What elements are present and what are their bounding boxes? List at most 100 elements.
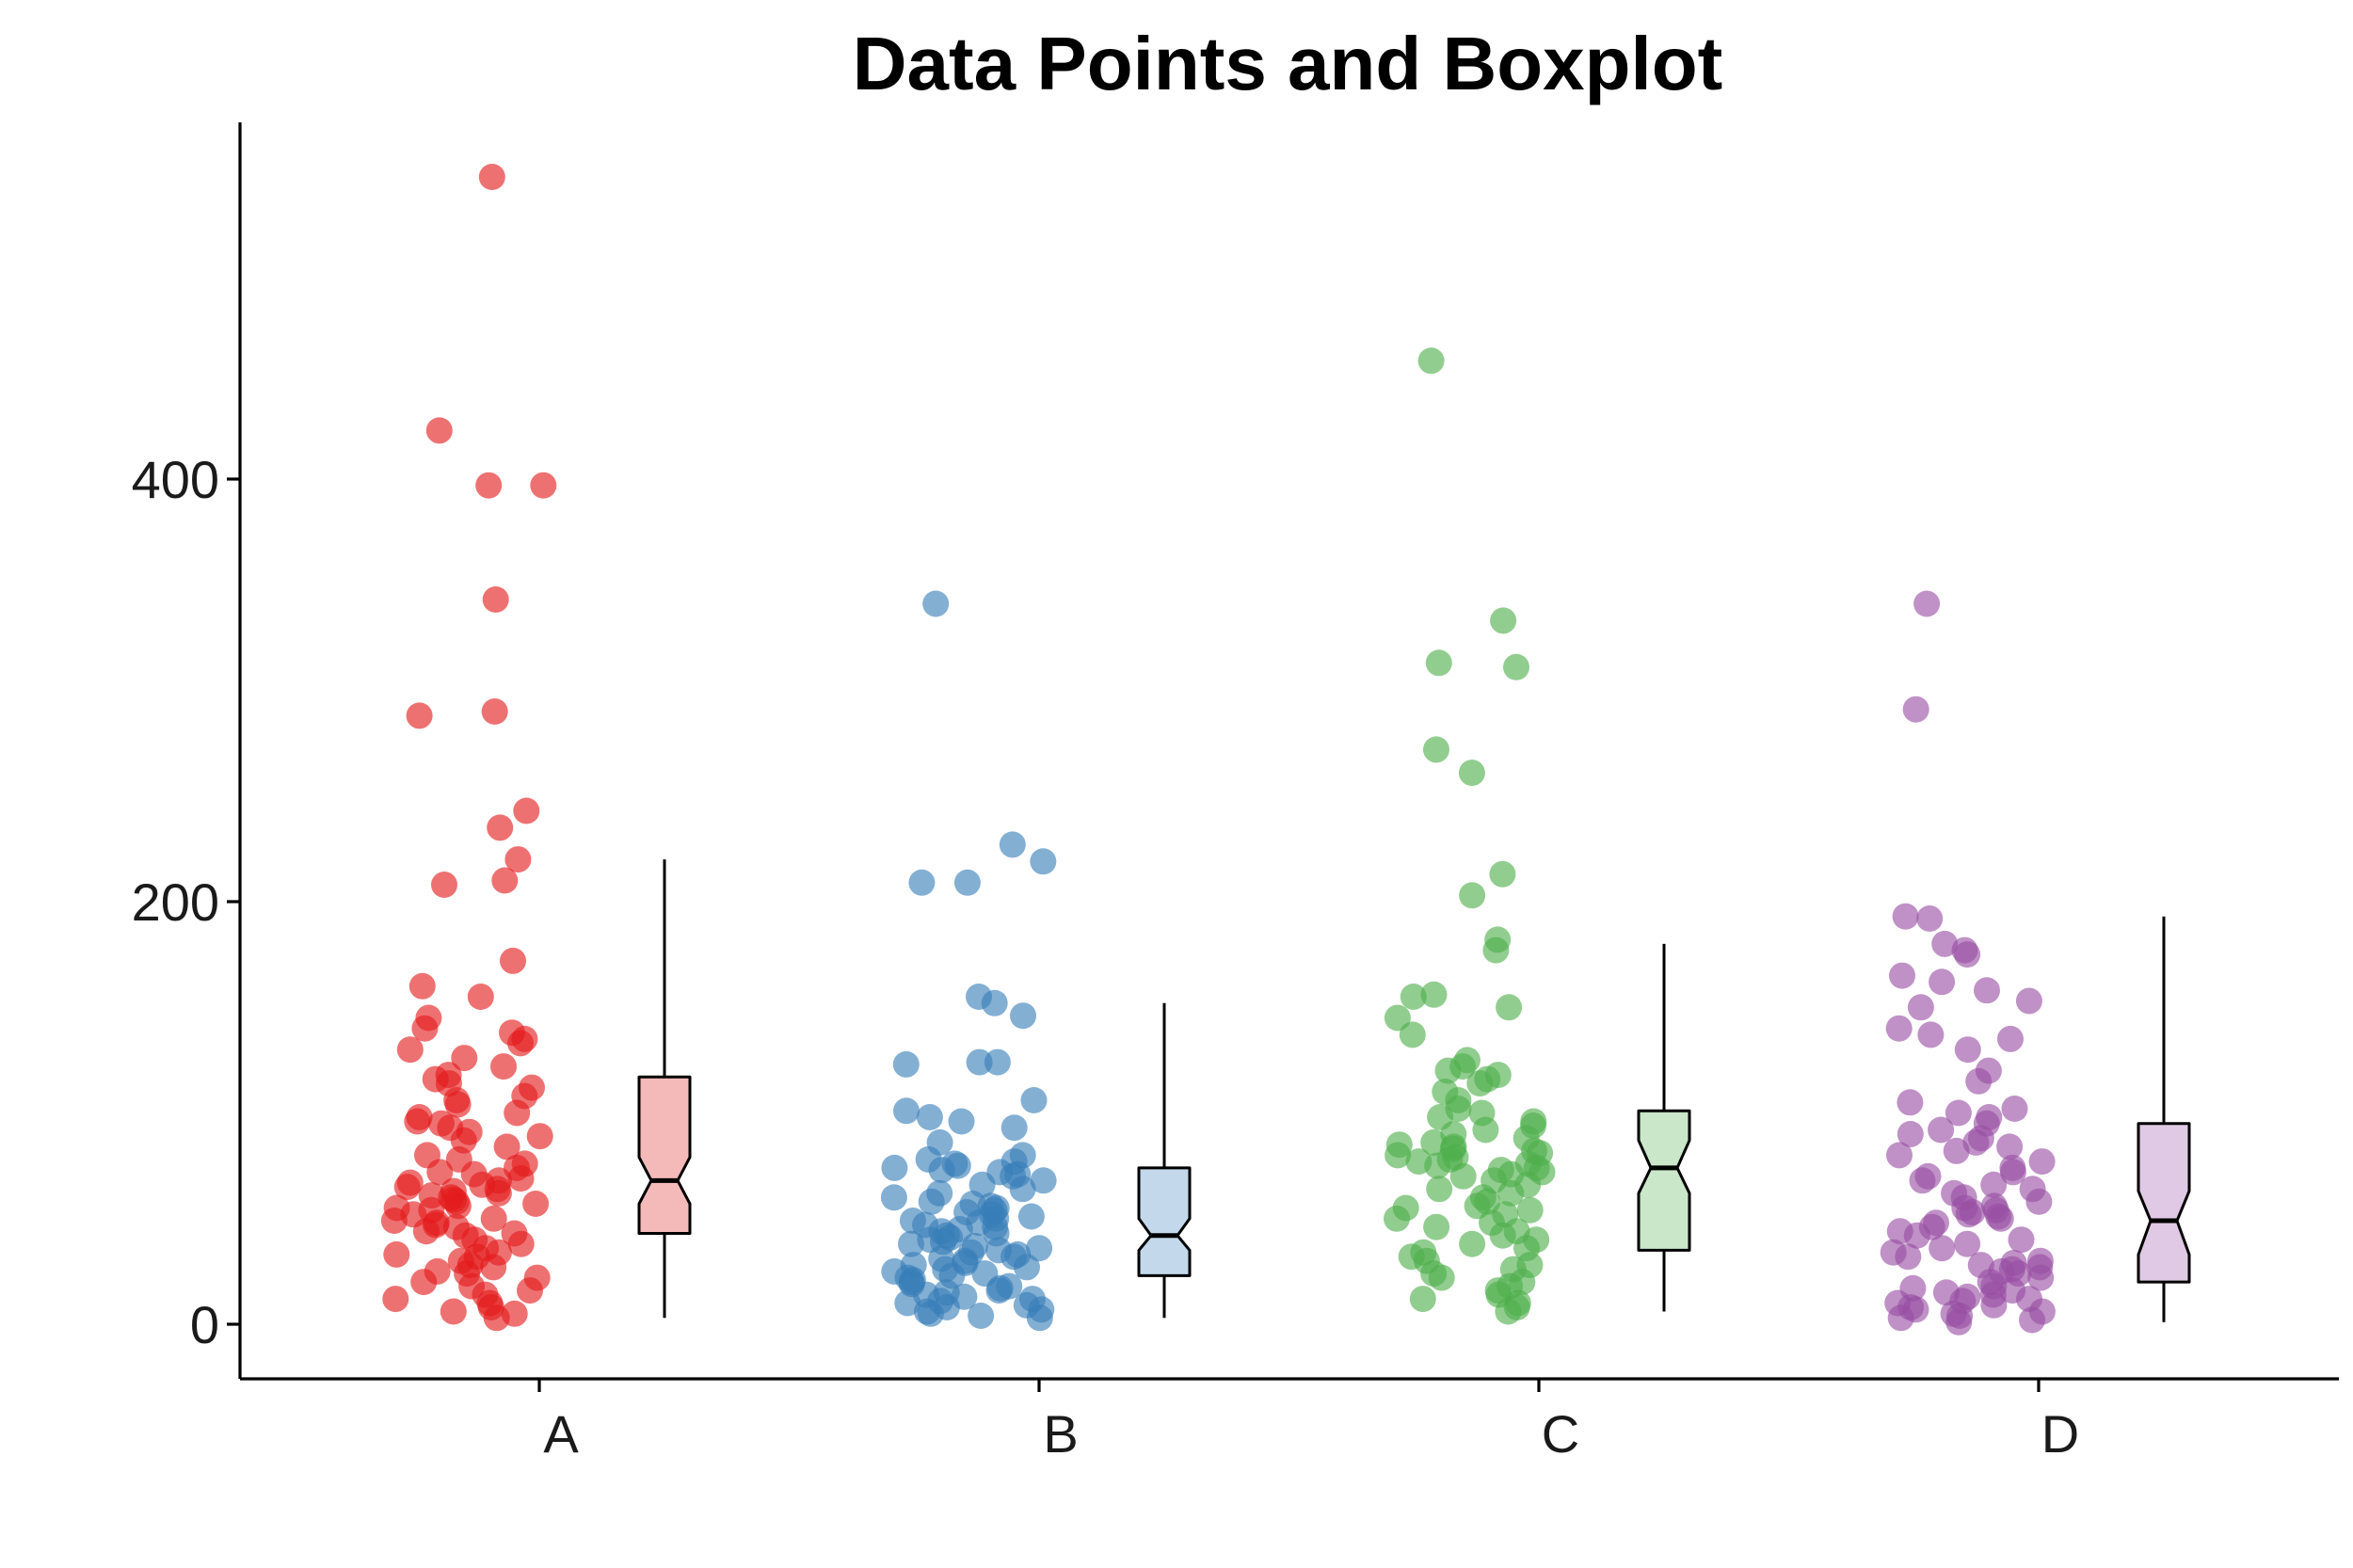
data-point: [1466, 1070, 1494, 1097]
data-point: [467, 984, 494, 1010]
data-point: [916, 1104, 943, 1130]
data-point: [1965, 1067, 1993, 1095]
data-point: [530, 472, 557, 499]
data-point: [1980, 1291, 2008, 1319]
data-point: [408, 972, 436, 1000]
data-point: [1496, 994, 1523, 1021]
data-point: [396, 1036, 424, 1064]
data-point: [1026, 1235, 1053, 1262]
axes: 0 200 400 A B C D: [132, 122, 2339, 1464]
data-point: [1428, 1264, 1455, 1291]
data-point: [1426, 1176, 1453, 1203]
data-point: [1955, 1201, 1982, 1228]
data-point: [1399, 1021, 1426, 1048]
data-point: [491, 867, 519, 894]
data-point: [1424, 1152, 1451, 1179]
data-point: [1384, 1004, 1411, 1032]
data-point: [1420, 981, 1448, 1008]
data-point: [1026, 1304, 1053, 1332]
data-point: [1909, 1167, 1936, 1194]
data-point: [999, 831, 1026, 858]
data-point: [404, 1108, 431, 1135]
data-point: [480, 1254, 507, 1281]
data-point: [1980, 1171, 2008, 1198]
data-point: [1425, 649, 1452, 677]
data-point: [984, 1048, 1011, 1076]
data-point: [1889, 962, 1915, 989]
y-tick-label: 400: [132, 450, 219, 509]
data-point: [412, 1218, 440, 1245]
data-point: [380, 1208, 408, 1234]
data-point: [1916, 905, 1944, 932]
data-point: [2028, 1148, 2056, 1176]
data-point: [507, 1230, 535, 1257]
data-point: [1434, 1057, 1462, 1084]
data-point: [1885, 1015, 1913, 1042]
data-point: [1516, 1196, 1544, 1224]
data-point: [2019, 1306, 2045, 1334]
data-point: [1459, 882, 1486, 909]
data-point: [1014, 1254, 1040, 1281]
data-point: [410, 1269, 438, 1296]
data-point: [2008, 1226, 2035, 1254]
data-point: [382, 1286, 409, 1313]
data-point: [451, 1045, 478, 1072]
data-point: [513, 797, 540, 824]
data-point: [1490, 607, 1517, 634]
data-point: [481, 698, 508, 725]
data-point: [1886, 1142, 1913, 1169]
data-point: [948, 1108, 975, 1135]
data-point: [475, 472, 503, 499]
data-point: [1943, 1137, 1970, 1164]
data-point: [440, 1298, 467, 1325]
data-point: [918, 1188, 945, 1215]
data-point: [1913, 590, 1941, 617]
data-point: [1887, 1304, 1914, 1332]
data-point: [953, 869, 981, 896]
data-point: [1917, 1021, 1945, 1048]
data-point: [1503, 653, 1529, 680]
data-point: [1897, 1121, 1924, 1147]
data-point: [1931, 930, 1959, 957]
data-point: [444, 1192, 472, 1220]
data-point: [898, 1230, 924, 1257]
data-point: [1449, 1162, 1477, 1190]
data-point: [1929, 968, 1956, 996]
data-point: [892, 1050, 920, 1078]
data-point: [393, 1174, 421, 1201]
data-point: [504, 846, 532, 873]
data-point: [893, 1097, 920, 1125]
data-point: [444, 1091, 472, 1118]
data-point: [1020, 1087, 1048, 1113]
data-point: [1987, 1205, 2014, 1232]
data-point: [406, 702, 433, 729]
box: [2137, 1122, 2191, 1284]
x-tick-label: B: [1043, 1404, 1078, 1464]
data-point: [1417, 347, 1445, 375]
plot-area: [380, 164, 2191, 1336]
data-point: [2001, 1096, 2028, 1122]
data-point: [1400, 984, 1427, 1010]
data-point: [1945, 1308, 1973, 1336]
series-c: [1384, 347, 1691, 1325]
box: [1637, 1109, 1691, 1252]
data-point: [1423, 736, 1449, 763]
data-point: [1489, 860, 1516, 888]
data-point: [1459, 1230, 1486, 1257]
data-point: [881, 1154, 908, 1181]
data-point: [1996, 1133, 2024, 1160]
data-point: [1954, 1036, 1981, 1064]
series-d: [1880, 590, 2191, 1336]
data-point: [1997, 1025, 2024, 1052]
data-point: [411, 1015, 439, 1042]
data-point: [917, 1300, 944, 1327]
data-point: [968, 1303, 995, 1329]
data-point: [478, 164, 505, 190]
data-point: [2015, 987, 2042, 1015]
data-point: [383, 1240, 410, 1268]
data-point: [485, 1179, 512, 1207]
data-point: [1000, 1114, 1028, 1142]
data-point: [522, 1191, 550, 1217]
data-point: [1030, 848, 1057, 875]
data-point: [1384, 1205, 1410, 1232]
